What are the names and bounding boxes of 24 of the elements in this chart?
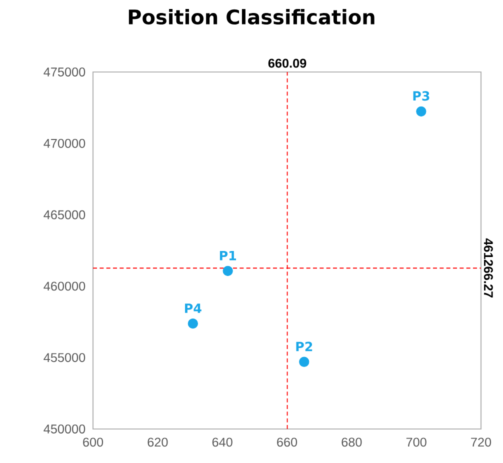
point <box>188 318 198 329</box>
x-tick-label: 680 <box>342 438 362 447</box>
y-tick-label: 460000 <box>44 282 86 291</box>
y-tick-label: 465000 <box>44 210 86 220</box>
y-tick-label: 470000 <box>44 138 86 148</box>
y-tick-label: 450000 <box>44 424 86 434</box>
x-tick-label: 620 <box>148 438 168 447</box>
annotation: P2 <box>296 342 312 352</box>
x-tick-label: 720 <box>471 438 492 447</box>
x-tick-label: 640 <box>212 438 232 447</box>
x-tick-label: 700 <box>406 438 426 447</box>
point <box>299 356 310 367</box>
y-tick-label: 475000 <box>44 68 86 76</box>
annotation: P4 <box>185 304 202 313</box>
ref-line-label: 461266.27 <box>484 238 493 298</box>
annotation: P3 <box>413 91 430 101</box>
chart-title: Position Classification <box>128 9 374 25</box>
point <box>222 266 233 276</box>
y-tick-label: 455000 <box>44 353 86 362</box>
x-tick-label: 600 <box>83 438 104 447</box>
ref-line-label: 660.09 <box>268 58 306 68</box>
annotation: P1 <box>220 250 236 260</box>
point <box>416 106 426 116</box>
x-tick-label: 660 <box>277 438 298 447</box>
